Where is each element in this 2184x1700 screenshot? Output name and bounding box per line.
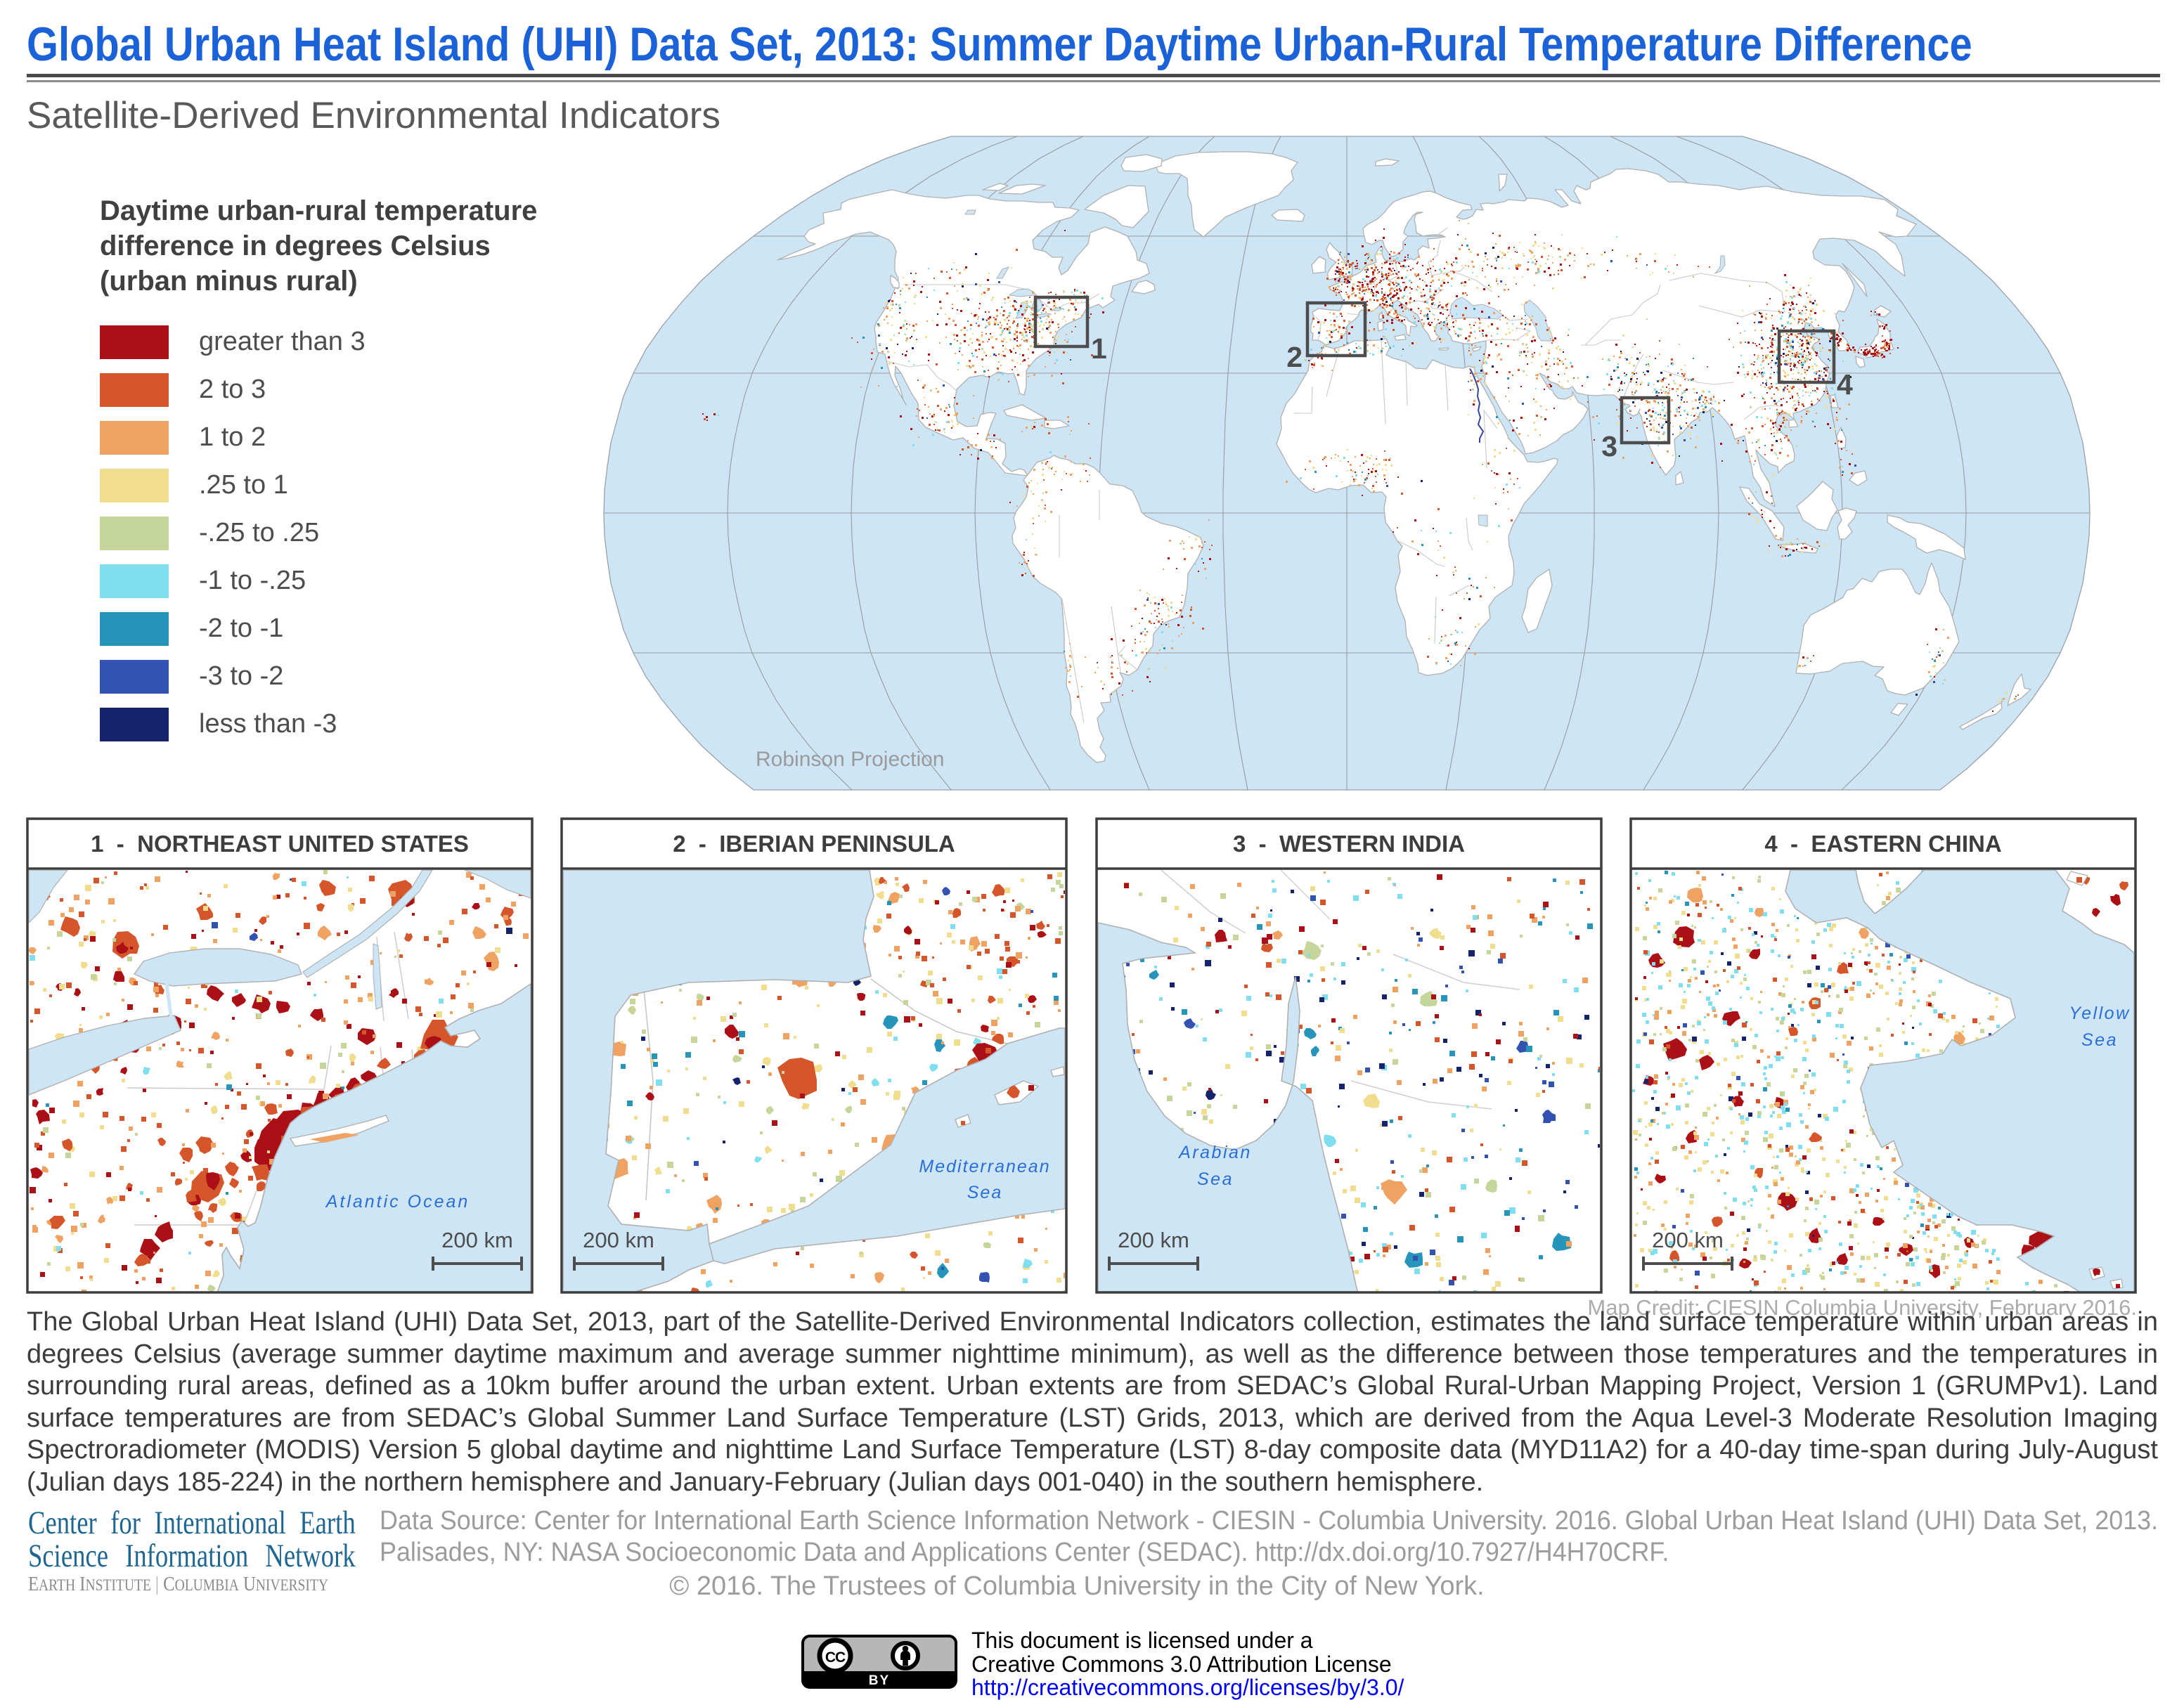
svg-text:Yellow: Yellow <box>2069 1004 2130 1023</box>
svg-text:3: 3 <box>1601 430 1617 462</box>
svg-text:BY: BY <box>869 1673 890 1688</box>
svg-text:2: 2 <box>1286 341 1303 373</box>
svg-text:1: 1 <box>1091 332 1107 365</box>
svg-text:4 - EASTERN CHINA: 4 - EASTERN CHINA <box>1764 831 2001 857</box>
svg-text:Sea: Sea <box>1197 1169 1234 1189</box>
svg-text:200 km: 200 km <box>441 1228 513 1252</box>
svg-text:Sea: Sea <box>967 1183 1002 1202</box>
svg-text:Arabian: Arabian <box>1177 1143 1252 1162</box>
svg-text:1 - NORTHEAST UNITED STATES: 1 - NORTHEAST UNITED STATES <box>91 831 469 857</box>
svg-text:4: 4 <box>1837 368 1853 401</box>
svg-text:Sea: Sea <box>2081 1030 2118 1050</box>
svg-text:Mediterranean: Mediterranean <box>919 1157 1050 1176</box>
svg-text:CC: CC <box>825 1649 846 1666</box>
svg-text:200 km: 200 km <box>1652 1228 1724 1252</box>
svg-text:2 - IBERIAN PENINSULA: 2 - IBERIAN PENINSULA <box>673 831 955 857</box>
svg-text:200 km: 200 km <box>583 1228 654 1252</box>
svg-text:200 km: 200 km <box>1118 1228 1189 1252</box>
svg-text:3 - WESTERN INDIA: 3 - WESTERN INDIA <box>1233 831 1465 857</box>
svg-text:Atlantic Ocean: Atlantic Ocean <box>325 1192 470 1212</box>
